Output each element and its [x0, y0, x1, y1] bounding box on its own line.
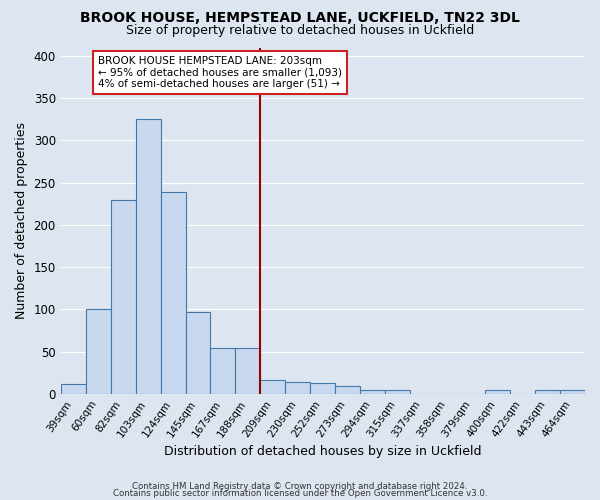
- Bar: [136, 120, 161, 394]
- Bar: [185, 312, 211, 394]
- Bar: [211, 348, 235, 394]
- Bar: [61, 384, 86, 394]
- Text: Contains HM Land Registry data © Crown copyright and database right 2024.: Contains HM Land Registry data © Crown c…: [132, 482, 468, 491]
- Bar: [310, 383, 335, 394]
- Bar: [286, 382, 310, 394]
- Bar: [485, 390, 510, 394]
- Text: Size of property relative to detached houses in Uckfield: Size of property relative to detached ho…: [126, 24, 474, 37]
- Text: Contains public sector information licensed under the Open Government Licence v3: Contains public sector information licen…: [113, 490, 487, 498]
- Text: BROOK HOUSE HEMPSTEAD LANE: 203sqm
← 95% of detached houses are smaller (1,093)
: BROOK HOUSE HEMPSTEAD LANE: 203sqm ← 95%…: [98, 56, 342, 89]
- Bar: [560, 390, 585, 394]
- Bar: [360, 390, 385, 394]
- X-axis label: Distribution of detached houses by size in Uckfield: Distribution of detached houses by size …: [164, 444, 482, 458]
- Bar: [235, 348, 260, 394]
- Bar: [161, 192, 185, 394]
- Bar: [260, 380, 286, 394]
- Text: BROOK HOUSE, HEMPSTEAD LANE, UCKFIELD, TN22 3DL: BROOK HOUSE, HEMPSTEAD LANE, UCKFIELD, T…: [80, 11, 520, 25]
- Bar: [335, 386, 360, 394]
- Bar: [110, 200, 136, 394]
- Bar: [385, 390, 410, 394]
- Y-axis label: Number of detached properties: Number of detached properties: [15, 122, 28, 319]
- Bar: [535, 390, 560, 394]
- Bar: [86, 308, 110, 394]
